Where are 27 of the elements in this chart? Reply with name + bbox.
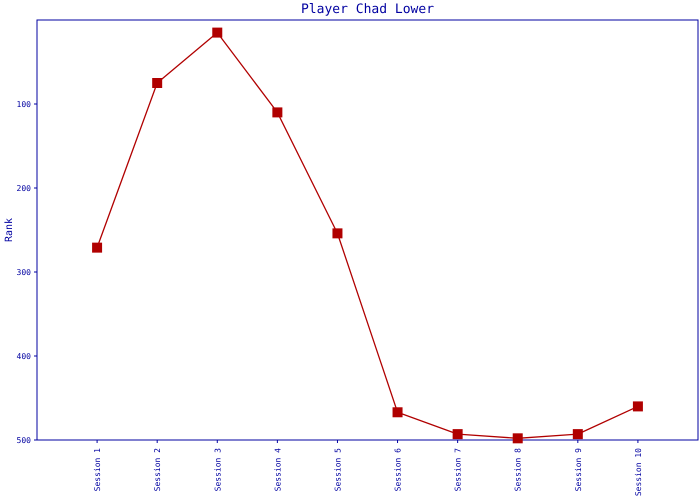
x-tick-label: Session 7 bbox=[454, 448, 463, 492]
y-tick-label: 500 bbox=[16, 436, 32, 445]
y-tick-label: 300 bbox=[16, 268, 32, 277]
chart-title: Player Chad Lower bbox=[300, 2, 434, 17]
point bbox=[92, 242, 102, 253]
point bbox=[512, 433, 523, 444]
x-tick-label: Session 5 bbox=[333, 448, 342, 492]
x-tick-label: Session 4 bbox=[273, 448, 282, 492]
point bbox=[152, 78, 162, 88]
point bbox=[572, 429, 583, 440]
x-tick-label: Session 8 bbox=[514, 448, 523, 492]
point bbox=[332, 228, 342, 238]
x-tick-label: Session 3 bbox=[213, 448, 222, 492]
point bbox=[452, 429, 463, 440]
y-tick-label: 100 bbox=[16, 100, 32, 109]
x-tick-label: Session 2 bbox=[153, 448, 162, 492]
x-tick-label: Session 1 bbox=[93, 448, 102, 492]
x-tick-label: Session 6 bbox=[394, 448, 403, 492]
point bbox=[212, 28, 222, 38]
y-tick-label: 200 bbox=[16, 184, 32, 193]
x-tick-label: Session 9 bbox=[574, 448, 583, 492]
point bbox=[392, 407, 403, 418]
y-axis-title: Rank bbox=[4, 218, 15, 242]
y-tick-label: 400 bbox=[16, 352, 32, 361]
point bbox=[272, 107, 282, 118]
x-tick-label: Session 10 bbox=[634, 448, 643, 496]
point bbox=[632, 401, 643, 412]
